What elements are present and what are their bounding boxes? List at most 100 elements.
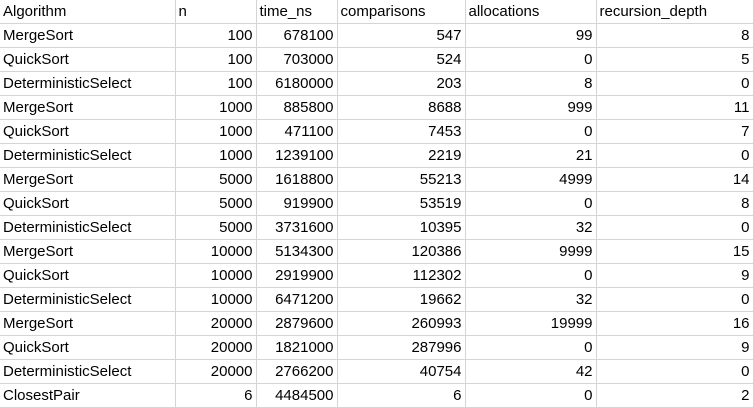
- cell-allocations[interactable]: 0: [464, 191, 597, 216]
- cell-time-ns[interactable]: 919900: [255, 191, 338, 216]
- cell-recursion-depth[interactable]: 16: [595, 311, 753, 336]
- cell-comparisons[interactable]: 260993: [336, 311, 466, 336]
- cell-algorithm[interactable]: ClosestPair: [0, 383, 176, 408]
- header-cell-algorithm[interactable]: Algorithm: [0, 0, 176, 24]
- cell-algorithm[interactable]: QuickSort: [0, 263, 176, 288]
- header-cell-allocations[interactable]: allocations: [464, 0, 597, 24]
- cell-recursion-depth[interactable]: 7: [595, 119, 753, 144]
- cell-time-ns[interactable]: 6180000: [255, 71, 338, 96]
- cell-recursion-depth[interactable]: 15: [595, 239, 753, 264]
- cell-comparisons[interactable]: 7453: [336, 119, 466, 144]
- cell-comparisons[interactable]: 287996: [336, 335, 466, 360]
- cell-algorithm[interactable]: DeterministicSelect: [0, 359, 176, 384]
- cell-allocations[interactable]: 9999: [464, 239, 597, 264]
- cell-allocations[interactable]: 0: [464, 383, 597, 408]
- cell-allocations[interactable]: 0: [464, 263, 597, 288]
- cell-algorithm[interactable]: DeterministicSelect: [0, 143, 176, 168]
- cell-comparisons[interactable]: 8688: [336, 95, 466, 120]
- cell-recursion-depth[interactable]: 11: [595, 95, 753, 120]
- cell-time-ns[interactable]: 2879600: [255, 311, 338, 336]
- cell-n[interactable]: 1000: [174, 95, 257, 120]
- header-cell-n[interactable]: n: [174, 0, 257, 24]
- cell-algorithm[interactable]: MergeSort: [0, 23, 176, 48]
- cell-comparisons[interactable]: 547: [336, 23, 466, 48]
- cell-time-ns[interactable]: 471100: [255, 119, 338, 144]
- cell-n[interactable]: 20000: [174, 335, 257, 360]
- cell-n[interactable]: 20000: [174, 311, 257, 336]
- cell-n[interactable]: 100: [174, 23, 257, 48]
- cell-allocations[interactable]: 8: [464, 71, 597, 96]
- cell-n[interactable]: 100: [174, 71, 257, 96]
- cell-comparisons[interactable]: 524: [336, 47, 466, 72]
- cell-algorithm[interactable]: MergeSort: [0, 167, 176, 192]
- cell-allocations[interactable]: 999: [464, 95, 597, 120]
- cell-algorithm[interactable]: QuickSort: [0, 191, 176, 216]
- cell-algorithm[interactable]: QuickSort: [0, 47, 176, 72]
- cell-time-ns[interactable]: 2919900: [255, 263, 338, 288]
- cell-allocations[interactable]: 21: [464, 143, 597, 168]
- cell-comparisons[interactable]: 112302: [336, 263, 466, 288]
- cell-recursion-depth[interactable]: 0: [595, 359, 753, 384]
- cell-recursion-depth[interactable]: 8: [595, 191, 753, 216]
- cell-comparisons[interactable]: 10395: [336, 215, 466, 240]
- cell-time-ns[interactable]: 678100: [255, 23, 338, 48]
- cell-n[interactable]: 5000: [174, 191, 257, 216]
- cell-recursion-depth[interactable]: 9: [595, 263, 753, 288]
- cell-n[interactable]: 6: [174, 383, 257, 408]
- cell-recursion-depth[interactable]: 5: [595, 47, 753, 72]
- cell-allocations[interactable]: 32: [464, 215, 597, 240]
- cell-allocations[interactable]: 0: [464, 335, 597, 360]
- cell-time-ns[interactable]: 5134300: [255, 239, 338, 264]
- cell-n[interactable]: 20000: [174, 359, 257, 384]
- cell-time-ns[interactable]: 3731600: [255, 215, 338, 240]
- cell-n[interactable]: 1000: [174, 143, 257, 168]
- cell-comparisons[interactable]: 55213: [336, 167, 466, 192]
- cell-allocations[interactable]: 0: [464, 47, 597, 72]
- cell-comparisons[interactable]: 203: [336, 71, 466, 96]
- cell-allocations[interactable]: 4999: [464, 167, 597, 192]
- cell-recursion-depth[interactable]: 9: [595, 335, 753, 360]
- cell-comparisons[interactable]: 120386: [336, 239, 466, 264]
- cell-allocations[interactable]: 32: [464, 287, 597, 312]
- cell-comparisons[interactable]: 40754: [336, 359, 466, 384]
- cell-allocations[interactable]: 19999: [464, 311, 597, 336]
- cell-comparisons[interactable]: 53519: [336, 191, 466, 216]
- cell-time-ns[interactable]: 703000: [255, 47, 338, 72]
- cell-n[interactable]: 10000: [174, 263, 257, 288]
- cell-recursion-depth[interactable]: 8: [595, 23, 753, 48]
- cell-comparisons[interactable]: 6: [336, 383, 466, 408]
- cell-allocations[interactable]: 0: [464, 119, 597, 144]
- header-cell-recursion-depth[interactable]: recursion_depth: [595, 0, 753, 24]
- cell-algorithm[interactable]: DeterministicSelect: [0, 287, 176, 312]
- cell-algorithm[interactable]: DeterministicSelect: [0, 71, 176, 96]
- cell-n[interactable]: 100: [174, 47, 257, 72]
- cell-recursion-depth[interactable]: 0: [595, 71, 753, 96]
- header-cell-time-ns[interactable]: time_ns: [255, 0, 338, 24]
- cell-algorithm[interactable]: MergeSort: [0, 311, 176, 336]
- cell-time-ns[interactable]: 885800: [255, 95, 338, 120]
- cell-time-ns[interactable]: 2766200: [255, 359, 338, 384]
- cell-algorithm[interactable]: MergeSort: [0, 95, 176, 120]
- cell-allocations[interactable]: 42: [464, 359, 597, 384]
- cell-recursion-depth[interactable]: 2: [595, 383, 753, 408]
- cell-n[interactable]: 10000: [174, 239, 257, 264]
- cell-comparisons[interactable]: 19662: [336, 287, 466, 312]
- cell-comparisons[interactable]: 2219: [336, 143, 466, 168]
- cell-algorithm[interactable]: MergeSort: [0, 239, 176, 264]
- cell-time-ns[interactable]: 4484500: [255, 383, 338, 408]
- cell-time-ns[interactable]: 6471200: [255, 287, 338, 312]
- header-cell-comparisons[interactable]: comparisons: [336, 0, 466, 24]
- cell-algorithm[interactable]: QuickSort: [0, 335, 176, 360]
- cell-recursion-depth[interactable]: 14: [595, 167, 753, 192]
- cell-recursion-depth[interactable]: 0: [595, 215, 753, 240]
- cell-n[interactable]: 10000: [174, 287, 257, 312]
- cell-n[interactable]: 5000: [174, 215, 257, 240]
- cell-recursion-depth[interactable]: 0: [595, 143, 753, 168]
- cell-time-ns[interactable]: 1821000: [255, 335, 338, 360]
- cell-time-ns[interactable]: 1239100: [255, 143, 338, 168]
- cell-allocations[interactable]: 99: [464, 23, 597, 48]
- cell-algorithm[interactable]: QuickSort: [0, 119, 176, 144]
- cell-recursion-depth[interactable]: 0: [595, 287, 753, 312]
- cell-algorithm[interactable]: DeterministicSelect: [0, 215, 176, 240]
- cell-time-ns[interactable]: 1618800: [255, 167, 338, 192]
